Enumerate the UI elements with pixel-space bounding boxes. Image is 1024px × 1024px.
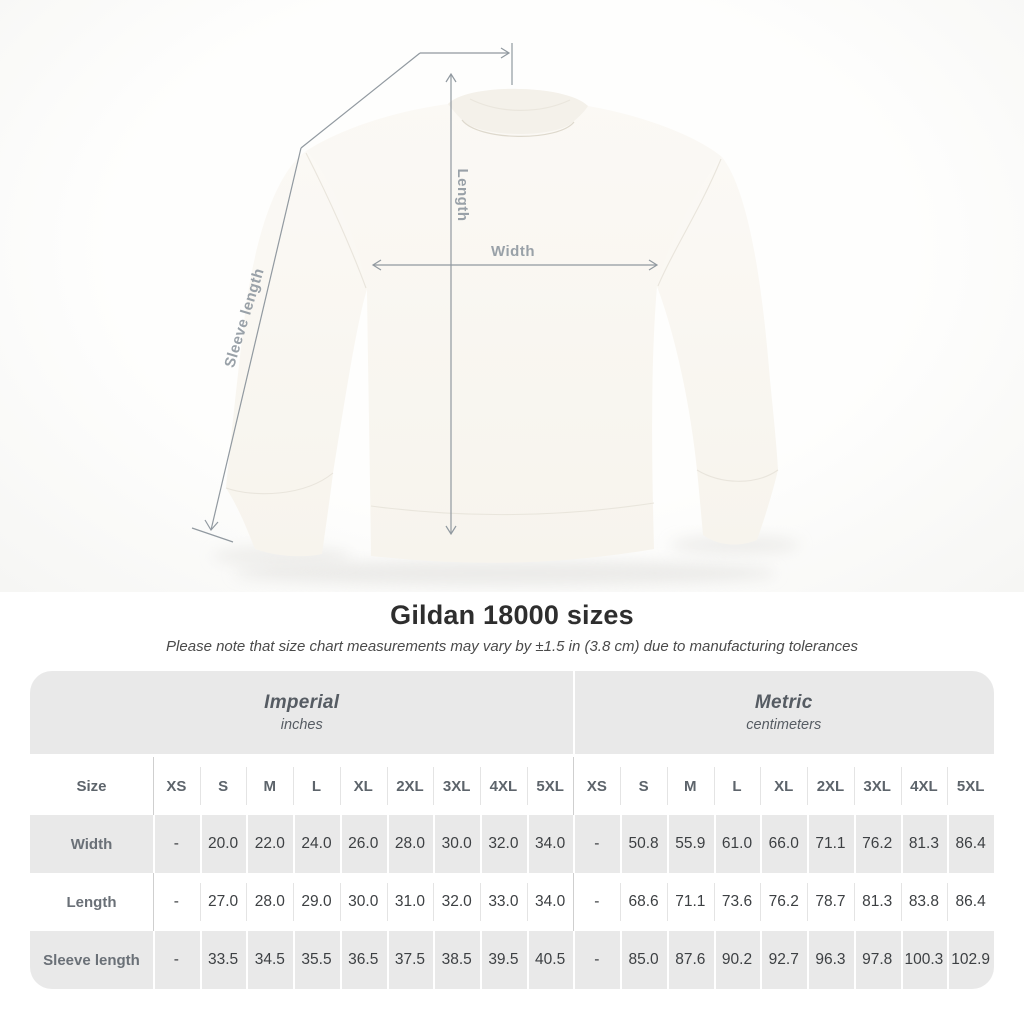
size-column-header: Size — [30, 757, 153, 815]
table-cell: 24.0 — [293, 815, 340, 873]
row-label: Sleeve length — [30, 931, 153, 989]
table-cell: - — [573, 815, 621, 873]
table-cell: 68.6 — [620, 873, 667, 931]
table-cell: 40.5 — [526, 931, 574, 989]
size-col-header: S — [620, 757, 667, 815]
size-col-header: L — [293, 757, 340, 815]
table-cell: 73.6 — [713, 873, 761, 931]
sweatshirt-diagram: Width Length Sleeve length — [191, 43, 800, 586]
size-col-header: M — [666, 757, 714, 815]
size-col-header: 5XL — [526, 757, 574, 815]
table-cell: 32.0 — [480, 815, 527, 873]
size-col-header: XL — [760, 757, 808, 815]
table-cell: 39.5 — [480, 931, 527, 989]
table-cell: 20.0 — [199, 815, 247, 873]
size-col-header: 4XL — [480, 757, 527, 815]
table-cell: 71.1 — [666, 873, 714, 931]
table-cell: 81.3 — [853, 873, 901, 931]
unit-group-label: Metric — [754, 692, 813, 713]
size-col-header: 5XL — [947, 757, 994, 815]
width-measure-label: Width — [491, 243, 535, 260]
sweatshirt-illustration — [225, 88, 779, 563]
unit-group-sub-label: inches — [280, 717, 323, 733]
table-cell: 29.0 — [293, 873, 340, 931]
row-label: Length — [30, 873, 153, 931]
table-cell: 92.7 — [760, 931, 808, 989]
measurement-lines — [191, 43, 659, 543]
length-measure-label: Length — [454, 169, 471, 222]
table-cell: 102.9 — [947, 931, 994, 989]
table-cell: 71.1 — [807, 815, 854, 873]
table-cell: 28.0 — [386, 815, 434, 873]
table-cell: 78.7 — [807, 873, 854, 931]
table-cell: 36.5 — [339, 931, 387, 989]
table-cell: 81.3 — [900, 815, 948, 873]
table-cell: 76.2 — [853, 815, 901, 873]
table-cell: 33.0 — [480, 873, 527, 931]
table-cell: 100.3 — [900, 931, 948, 989]
table-cell: 55.9 — [666, 815, 714, 873]
size-col-header: XL — [339, 757, 387, 815]
table-cell: 66.0 — [760, 815, 808, 873]
table-cell: 28.0 — [246, 873, 294, 931]
table-cell: 26.0 — [339, 815, 387, 873]
table-cell: 86.4 — [947, 873, 994, 931]
row-label: Width — [30, 815, 153, 873]
size-col-header: XS — [153, 757, 200, 815]
unit-group-label: Imperial — [264, 692, 340, 713]
size-col-header: 2XL — [807, 757, 854, 815]
size-table: Imperial inches Metric centimeters Size XS S M L… — [30, 671, 994, 989]
table-cell: 86.4 — [947, 815, 994, 873]
table-cell: 33.5 — [199, 931, 247, 989]
table-cell: 34.0 — [526, 815, 574, 873]
table-cell: - — [153, 815, 200, 873]
table-cell: 30.0 — [433, 815, 481, 873]
tolerance-note: Please note that size chart measurements… — [166, 638, 858, 655]
table-cell: 85.0 — [620, 931, 667, 989]
metric-group-header: Metric centimeters — [573, 671, 994, 754]
table-cell: 37.5 — [386, 931, 434, 989]
size-col-header: XS — [573, 757, 621, 815]
table-cell: 87.6 — [666, 931, 714, 989]
table-cell: - — [573, 931, 621, 989]
table-cell: 50.8 — [620, 815, 667, 873]
table-cell: 34.5 — [246, 931, 294, 989]
table-cell: - — [153, 931, 200, 989]
table-cell: 27.0 — [199, 873, 247, 931]
table-cell: - — [153, 873, 200, 931]
product-photo-area: Width Length Sleeve length — [0, 0, 1024, 592]
table-cell: 83.8 — [900, 873, 948, 931]
size-col-header: 4XL — [900, 757, 948, 815]
table-cell: 76.2 — [760, 873, 808, 931]
table-cell: 22.0 — [246, 815, 294, 873]
size-col-header: L — [713, 757, 761, 815]
table-cell: 96.3 — [807, 931, 854, 989]
table-cell: 32.0 — [433, 873, 481, 931]
table-cell: 61.0 — [713, 815, 761, 873]
table-cell: 34.0 — [526, 873, 574, 931]
table-cell: 30.0 — [339, 873, 387, 931]
page-title: Gildan 18000 sizes — [390, 600, 634, 630]
size-col-header: 3XL — [433, 757, 481, 815]
table-cell: 90.2 — [713, 931, 761, 989]
table-cell: 35.5 — [293, 931, 340, 989]
table-cell: 38.5 — [433, 931, 481, 989]
size-col-header: S — [199, 757, 247, 815]
table-cell: 97.8 — [853, 931, 901, 989]
imperial-group-header: Imperial inches — [30, 671, 574, 754]
table-cell: 31.0 — [386, 873, 434, 931]
size-col-header: 3XL — [853, 757, 901, 815]
size-col-header: 2XL — [386, 757, 434, 815]
table-cell: - — [573, 873, 621, 931]
size-col-header: M — [246, 757, 294, 815]
unit-group-sub-label: centimeters — [746, 717, 822, 733]
